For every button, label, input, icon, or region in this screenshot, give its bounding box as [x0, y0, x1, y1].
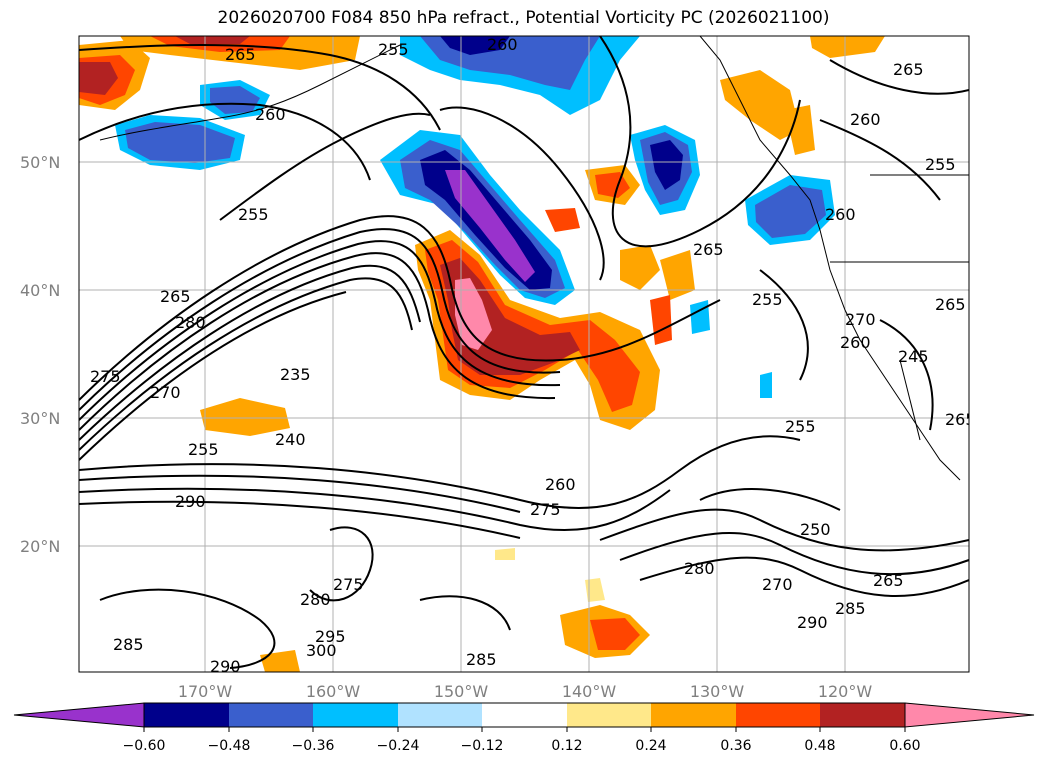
colorbar: −0.60 −0.48 −0.36 −0.24 −0.12 0.12 0.24 …: [13, 702, 1035, 754]
colorbar-swatch: [313, 703, 398, 727]
map-title: 2026020700 F084 850 hPa refract., Potent…: [217, 8, 830, 28]
contour-label: 265: [693, 240, 724, 259]
colorbar-tick-label: −0.48: [208, 738, 251, 754]
colorbar-swatch: [482, 703, 567, 727]
colorbar-tick-label: −0.12: [461, 738, 504, 754]
colorbar-swatch: [820, 703, 905, 727]
contour-label: 260: [840, 333, 871, 352]
contour-label: 255: [238, 205, 269, 224]
lon-label: 150°W: [434, 682, 489, 701]
contour-label: 270: [150, 383, 181, 402]
map-frame: [78, 35, 970, 673]
lat-label: 40°N: [20, 281, 60, 300]
refractivity-contours: [79, 36, 969, 669]
colorbar-tick-label: −0.36: [292, 738, 335, 754]
contour-label: 255: [188, 440, 219, 459]
lat-label: 20°N: [20, 537, 60, 556]
contour-label: 265: [160, 287, 191, 306]
pv-shading: [79, 36, 885, 672]
colorbar-swatch: [398, 703, 482, 727]
contour-label: 260: [487, 35, 518, 54]
colorbar-tick-label: 0.12: [551, 738, 582, 754]
colorbar-tick-label: −0.60: [123, 738, 166, 754]
contour-label: 285: [835, 599, 866, 618]
lat-label: 30°N: [20, 409, 60, 428]
gridlines: [79, 36, 969, 672]
colorbar-tick-label: 0.24: [635, 738, 666, 754]
contour-label: 300: [306, 641, 337, 660]
lon-label: 160°W: [306, 682, 361, 701]
colorbar-tick-label: 0.48: [804, 738, 835, 754]
lon-label: 120°W: [818, 682, 873, 701]
colorbar-tick-label: 0.60: [889, 738, 920, 754]
contour-label: 260: [545, 475, 576, 494]
contour-label: 265: [873, 571, 904, 590]
contour-label: 255: [752, 290, 783, 309]
colorbar-extend-high: [904, 702, 1035, 728]
contour-label: 255: [378, 40, 409, 59]
contour-label: 285: [113, 635, 144, 654]
contour-label: 280: [175, 313, 206, 332]
contour-label: 250: [800, 520, 831, 539]
colorbar-tick-label: 0.36: [720, 738, 751, 754]
contour-label: 260: [255, 105, 286, 124]
colorbar-swatch: [736, 703, 820, 727]
contour-label: 265: [935, 295, 966, 314]
lat-labels: 50°N 40°N 30°N 20°N: [20, 153, 60, 556]
contour-label: 260: [850, 110, 881, 129]
colorbar-extend-low: [13, 702, 145, 728]
contour-label: 260: [825, 205, 856, 224]
lat-label: 50°N: [20, 153, 60, 172]
contour-label: 275: [333, 575, 364, 594]
colorbar-swatch: [651, 703, 736, 727]
contour-label: 265: [893, 60, 924, 79]
contour-label: 270: [845, 310, 876, 329]
contour-label: 275: [90, 367, 121, 386]
contour-label: 275: [530, 500, 561, 519]
colorbar-swatch: [229, 703, 313, 727]
contour-labels: 265 255 260 260 255 265 280 275 270 235 …: [90, 35, 976, 676]
contour-label: 295: [315, 627, 346, 646]
contour-label: 290: [797, 613, 828, 632]
contour-label: 245: [898, 347, 929, 366]
contour-label: 290: [175, 492, 206, 511]
contour-label: 290: [210, 657, 241, 676]
coastlines: [99, 36, 969, 481]
lon-label: 130°W: [690, 682, 745, 701]
contour-label: 240: [275, 430, 306, 449]
colorbar-swatch: [144, 703, 229, 727]
contour-label: 285: [466, 650, 497, 669]
contour-label: 270: [762, 575, 793, 594]
lon-labels: 170°W 160°W 150°W 140°W 130°W 120°W: [178, 682, 873, 701]
colorbar-tick-label: −0.24: [377, 738, 420, 754]
contour-label: 255: [925, 155, 956, 174]
lon-label: 140°W: [562, 682, 617, 701]
contour-label: 280: [684, 559, 715, 578]
colorbar-swatch: [567, 703, 651, 727]
contour-label: 265: [225, 45, 256, 64]
contour-label: 280: [300, 590, 331, 609]
contour-label: 265: [945, 410, 976, 429]
contour-label: 235: [280, 365, 311, 384]
lon-label: 170°W: [178, 682, 233, 701]
contour-label: 255: [785, 417, 816, 436]
